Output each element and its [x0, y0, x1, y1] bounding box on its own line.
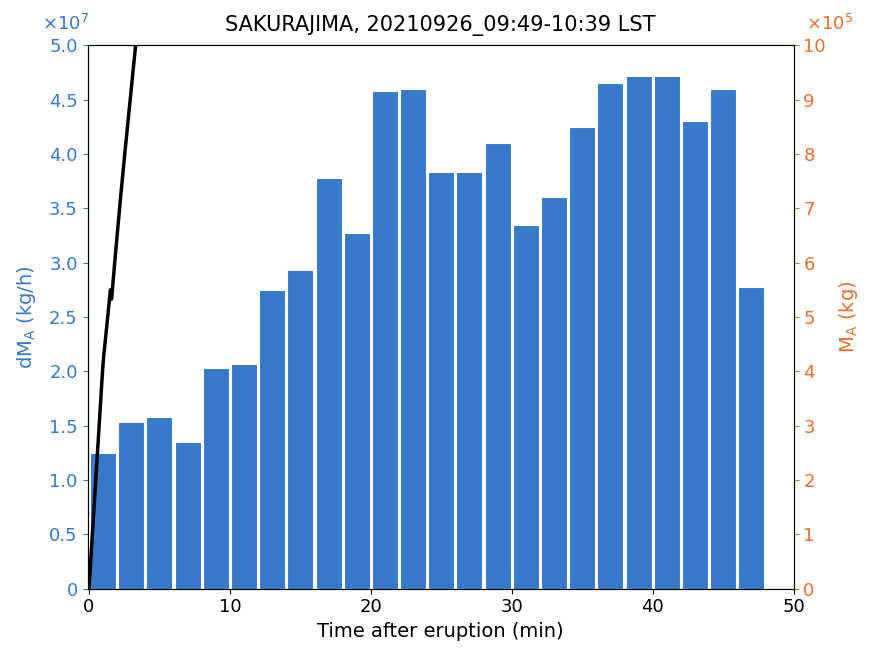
- Bar: [344, 234, 370, 588]
- Bar: [569, 127, 595, 588]
- Y-axis label: $\mathrm{dM_A}$ (kg/h): $\mathrm{dM_A}$ (kg/h): [15, 265, 38, 369]
- Bar: [372, 91, 398, 588]
- Bar: [259, 290, 285, 588]
- Bar: [485, 143, 511, 588]
- Bar: [654, 75, 680, 588]
- Bar: [428, 173, 454, 588]
- Bar: [457, 173, 482, 588]
- Bar: [175, 442, 200, 588]
- Bar: [598, 83, 623, 588]
- Bar: [231, 363, 257, 588]
- Y-axis label: $\mathrm{M_A}$ (kg): $\mathrm{M_A}$ (kg): [837, 281, 860, 353]
- X-axis label: Time after eruption (min): Time after eruption (min): [318, 622, 564, 641]
- Text: $\times 10^7$: $\times 10^7$: [42, 14, 88, 34]
- Bar: [146, 417, 172, 588]
- Bar: [682, 121, 708, 588]
- Bar: [513, 224, 539, 588]
- Bar: [90, 453, 116, 588]
- Bar: [118, 422, 144, 588]
- Bar: [287, 270, 313, 588]
- Bar: [316, 178, 341, 588]
- Bar: [541, 197, 567, 588]
- Text: $\times 10^5$: $\times 10^5$: [807, 14, 853, 34]
- Bar: [710, 89, 736, 588]
- Bar: [203, 368, 229, 588]
- Bar: [626, 75, 652, 588]
- Bar: [738, 287, 764, 588]
- Title: SAKURAJIMA, 20210926_09:49-10:39 LST: SAKURAJIMA, 20210926_09:49-10:39 LST: [226, 15, 656, 36]
- Bar: [400, 89, 426, 588]
